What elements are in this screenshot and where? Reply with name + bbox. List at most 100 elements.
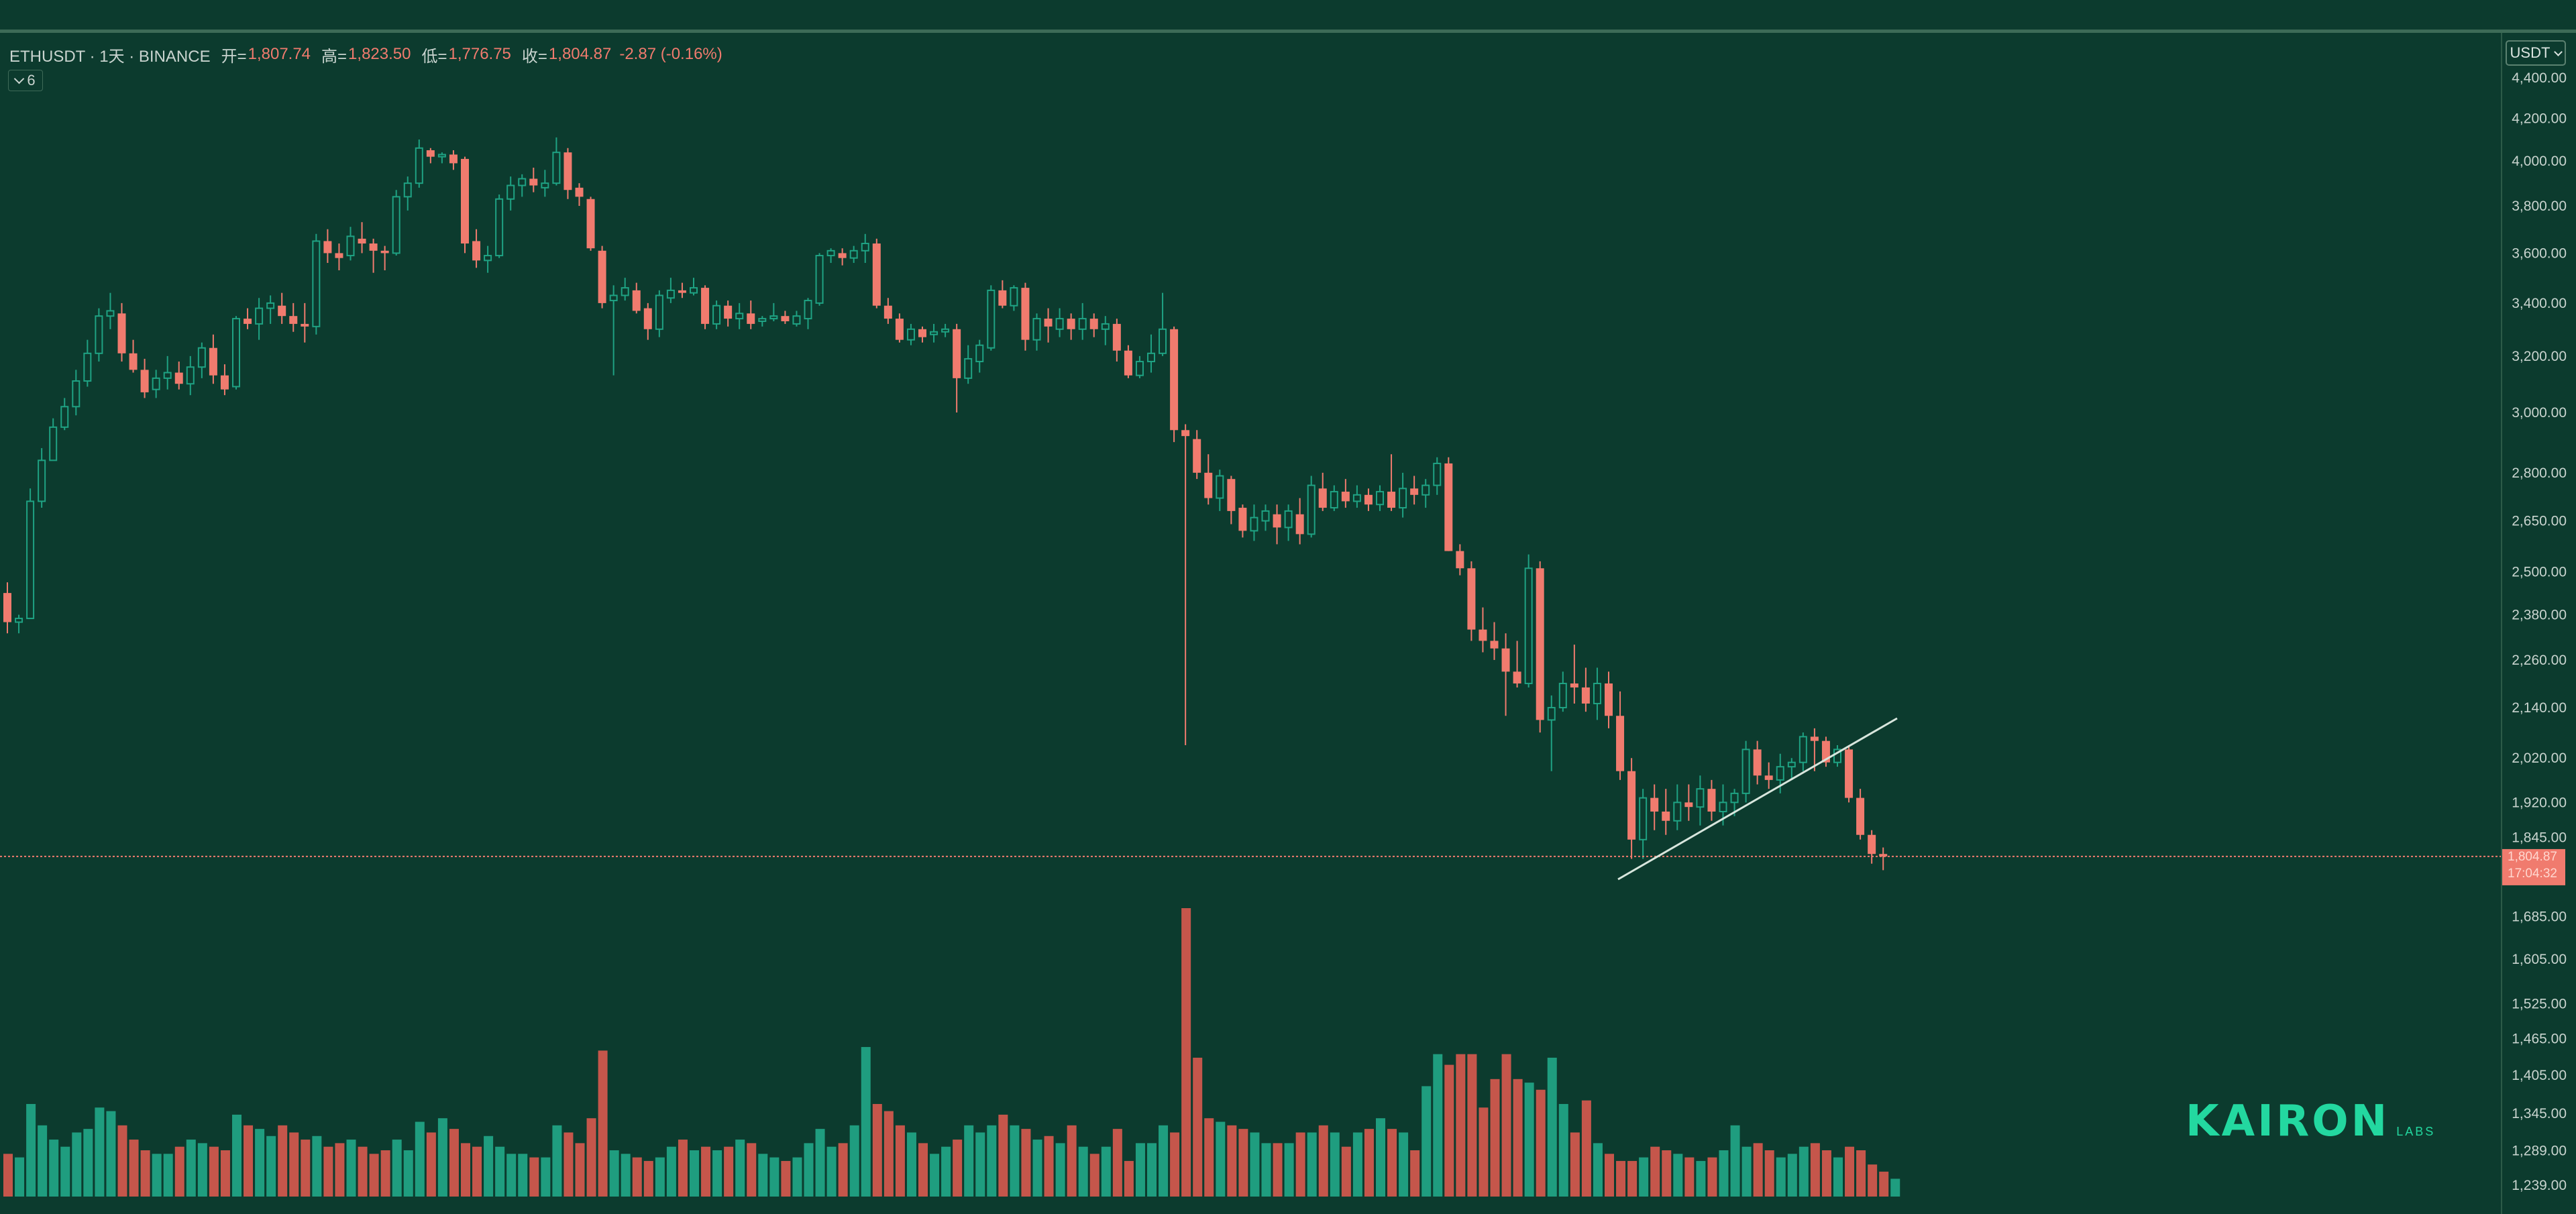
candle-body [1433, 462, 1442, 486]
candle-body [26, 500, 35, 620]
candle [1845, 745, 1854, 803]
candle [312, 233, 321, 335]
volume-bar [518, 1154, 528, 1197]
candle-body [1112, 323, 1121, 351]
candle-body [244, 319, 252, 324]
candle-body [403, 182, 412, 198]
trendline[interactable] [1617, 717, 1898, 881]
volume-bar [426, 1132, 436, 1197]
candle-body [895, 319, 904, 340]
candle [369, 238, 378, 273]
candle-body [541, 182, 549, 188]
candle [220, 364, 229, 396]
candle-body [1444, 463, 1453, 551]
currency-select[interactable]: USDT [2506, 40, 2566, 66]
volume-bar [1227, 1125, 1237, 1197]
volume-bar [506, 1154, 517, 1197]
volume-bar [1764, 1150, 1774, 1197]
candle-body [747, 313, 755, 324]
badge-countdown: 17:04:32 [2508, 867, 2557, 881]
volume-bar [1387, 1129, 1397, 1197]
candle [621, 278, 629, 301]
candle [1101, 316, 1110, 345]
candle [1490, 622, 1499, 660]
volume-bar [461, 1143, 470, 1197]
candle-body [1101, 323, 1110, 330]
volume-bar [724, 1146, 734, 1197]
badge-price: 1,804.87 [2508, 850, 2557, 864]
candle-body [975, 344, 984, 363]
volume-bar [1479, 1107, 1489, 1197]
candle [598, 245, 606, 309]
volume-bar [632, 1157, 642, 1197]
candle-body [472, 241, 481, 261]
candle [266, 295, 275, 324]
candle [335, 243, 343, 271]
candle [712, 300, 721, 329]
candle-body [1227, 479, 1236, 511]
volume-bar [244, 1125, 254, 1197]
candle-body [289, 316, 298, 324]
volume-bar [1730, 1125, 1740, 1197]
candle-body [1044, 319, 1053, 327]
indicators-toggle-button[interactable]: 6 [8, 70, 43, 91]
candle-body [1570, 683, 1578, 687]
candle-body [1513, 671, 1521, 684]
candle-body [1810, 736, 1819, 741]
candle-body [3, 593, 11, 622]
volume-bar [301, 1140, 311, 1197]
candle [678, 282, 686, 298]
candle-body [1284, 510, 1293, 529]
candle-body [1421, 484, 1430, 496]
candle-body [1410, 488, 1419, 495]
volume-bar [1524, 1083, 1534, 1197]
candle-body [1341, 492, 1350, 502]
high-label: 高= [321, 47, 347, 66]
candle [1376, 485, 1384, 511]
open-label: 开= [221, 47, 247, 66]
volume-bar [735, 1140, 745, 1197]
low-value: 1,776.75 [448, 45, 511, 63]
symbol-label[interactable]: ETHUSDT · 1天 · BINANCE [9, 47, 211, 66]
volume-bar [38, 1125, 48, 1197]
volume-bar [449, 1129, 459, 1197]
volume-bar [346, 1140, 356, 1197]
volume-bar [1112, 1129, 1122, 1197]
volume-bar [1536, 1089, 1546, 1197]
candle-body [1650, 797, 1659, 812]
volume-bar [690, 1150, 699, 1197]
candle-body [1467, 568, 1476, 630]
candle [552, 137, 561, 186]
volume-bar [975, 1132, 985, 1197]
candle-body [1799, 736, 1807, 763]
price-tick-label: 1,605.00 [2512, 952, 2567, 967]
candle-body [1662, 812, 1670, 821]
candle [609, 285, 618, 376]
candle [60, 398, 69, 431]
candle-body [415, 147, 423, 184]
candle [3, 582, 11, 634]
price-tick-label: 3,600.00 [2512, 245, 2567, 261]
candle-body [1501, 648, 1510, 672]
volume-bar [564, 1132, 574, 1197]
candle [518, 174, 527, 197]
candle [197, 342, 206, 378]
candle [724, 300, 733, 327]
volume-bar [83, 1129, 93, 1197]
candle [826, 248, 835, 263]
candle-body [1605, 683, 1613, 716]
candle-body [1318, 488, 1327, 508]
volume-bar [1616, 1160, 1626, 1197]
candle-body [1741, 749, 1750, 794]
volume-bar [1135, 1143, 1145, 1197]
candle [1341, 479, 1350, 508]
volume-bar [781, 1160, 791, 1197]
candle [701, 285, 710, 329]
candle [883, 298, 892, 324]
volume-bar [1078, 1146, 1088, 1197]
volume-bar [129, 1140, 139, 1197]
price-axis[interactable] [2501, 33, 2576, 1214]
volume-bar [987, 1125, 997, 1197]
candle-body [655, 294, 663, 330]
